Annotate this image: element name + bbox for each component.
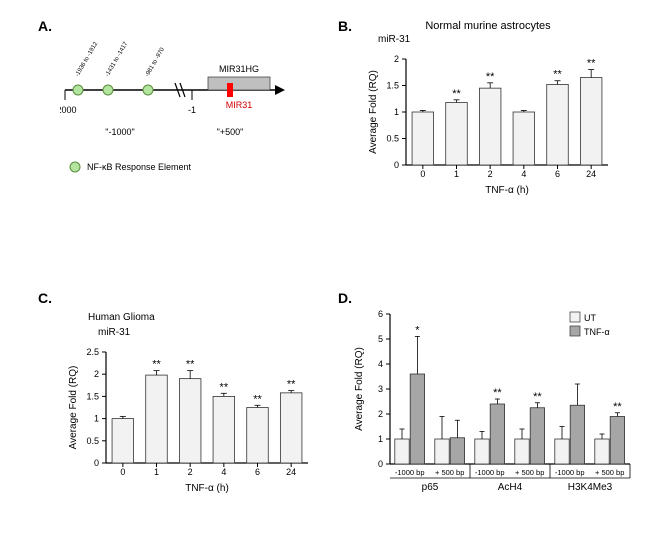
svg-text:0: 0: [94, 458, 99, 468]
svg-text:TNF-α (h): TNF-α (h): [185, 483, 229, 494]
svg-text:UT: UT: [584, 313, 596, 323]
svg-text:4: 4: [221, 467, 226, 477]
svg-text:-981 to -970: -981 to -970: [145, 46, 167, 78]
legend-text: NF-κB Response Element: [87, 162, 192, 172]
mir31-label: MIR31: [226, 100, 253, 110]
svg-text:**: **: [587, 58, 596, 70]
svg-text:0: 0: [394, 160, 399, 170]
svg-text:**: **: [186, 359, 195, 371]
svg-text:6: 6: [555, 169, 560, 179]
svg-text:0: 0: [420, 169, 425, 179]
svg-text:1: 1: [154, 467, 159, 477]
axis-end: -1: [188, 105, 196, 115]
svg-text:**: **: [553, 69, 562, 81]
svg-text:4: 4: [521, 169, 526, 179]
panel-b-label: B.: [338, 18, 352, 34]
panel-c-chart: Human Glioma miR-31 0 0.5 1 1.5 2 2.5 0 ** 1 ** 2 *…: [58, 312, 318, 512]
svg-text:1.5: 1.5: [386, 81, 399, 91]
svg-text:0: 0: [120, 467, 125, 477]
svg-text:24: 24: [586, 169, 596, 179]
svg-text:+ 500 bp: + 500 bp: [595, 468, 624, 477]
svg-text:2: 2: [94, 369, 99, 379]
svg-text:1: 1: [378, 434, 383, 444]
svg-text:**: **: [493, 387, 502, 399]
svg-text:*: *: [415, 325, 420, 337]
svg-text:+ 500 bp: + 500 bp: [435, 468, 464, 477]
svg-text:3: 3: [378, 384, 383, 394]
svg-text:-1431 to -1417: -1431 to -1417: [105, 41, 130, 78]
svg-text:2: 2: [188, 467, 193, 477]
svg-text:0: 0: [378, 459, 383, 469]
mir31hg-label: MIR31HG: [219, 64, 259, 74]
svg-text:1: 1: [454, 169, 459, 179]
panel-b-chart: Normal murine astrocytes miR-31 0 0.5 1 1.5…: [358, 20, 618, 200]
svg-text:6: 6: [378, 309, 383, 319]
svg-text:1.5: 1.5: [86, 391, 99, 401]
panel-a-diagram: -2000 -1 -1936 to -1912 -1431 to -1417 -…: [60, 35, 300, 205]
svg-text:1: 1: [394, 107, 399, 117]
svg-text:6: 6: [255, 467, 260, 477]
svg-text:1: 1: [94, 414, 99, 424]
panel-b-title: Normal murine astrocytes: [358, 20, 618, 32]
svg-text:TNF-α (h): TNF-α (h): [485, 185, 529, 196]
region-downstream: "+500": [217, 127, 244, 137]
svg-text:Average Fold (RQ): Average Fold (RQ): [368, 70, 379, 154]
svg-text:24: 24: [286, 467, 296, 477]
panel-b-subtitle: miR-31: [358, 34, 618, 45]
svg-text:0.5: 0.5: [386, 134, 399, 144]
svg-text:**: **: [152, 359, 161, 371]
svg-text:4: 4: [378, 359, 383, 369]
svg-text:Average Fold (RQ): Average Fold (RQ): [354, 347, 365, 431]
panel-d-chart: 0 1 2 3 4 5 6 * -1000 bp + 500 bp ** -1000 bp ** + 50…: [348, 300, 638, 520]
panel-c-title: Human Glioma: [58, 312, 318, 323]
mir31-box: [227, 83, 233, 97]
svg-text:-1000 bp: -1000 bp: [555, 468, 585, 477]
svg-text:2: 2: [488, 169, 493, 179]
svg-text:-1000 bp: -1000 bp: [395, 468, 425, 477]
svg-text:2: 2: [394, 54, 399, 64]
svg-text:**: **: [486, 71, 495, 83]
svg-text:**: **: [287, 379, 296, 391]
svg-text:**: **: [220, 381, 229, 393]
svg-text:p65: p65: [422, 482, 439, 493]
svg-text:H3K4Me3: H3K4Me3: [568, 482, 613, 493]
svg-text:-1936 to -1912: -1936 to -1912: [75, 41, 100, 78]
panel-c-subtitle: miR-31: [58, 327, 318, 338]
svg-text:Average Fold (RQ): Average Fold (RQ): [68, 366, 79, 450]
svg-text:5: 5: [378, 334, 383, 344]
svg-text:2.5: 2.5: [86, 347, 99, 357]
svg-text:**: **: [613, 401, 622, 413]
svg-text:2: 2: [378, 409, 383, 419]
panel-a-label: A.: [38, 18, 52, 34]
legend-marker: [70, 162, 80, 172]
axis-start: -2000: [60, 105, 77, 115]
svg-text:+ 500 bp: + 500 bp: [515, 468, 544, 477]
svg-text:TNF-α: TNF-α: [584, 327, 610, 337]
svg-text:0.5: 0.5: [86, 436, 99, 446]
panel-c-label: C.: [38, 290, 52, 306]
svg-text:AcH4: AcH4: [498, 482, 523, 493]
svg-text:**: **: [253, 393, 262, 405]
region-upstream: "-1000": [105, 127, 134, 137]
svg-text:-1000 bp: -1000 bp: [475, 468, 505, 477]
svg-text:**: **: [452, 88, 461, 100]
mir31hg-box: [208, 77, 270, 90]
svg-text:**: **: [533, 391, 542, 403]
